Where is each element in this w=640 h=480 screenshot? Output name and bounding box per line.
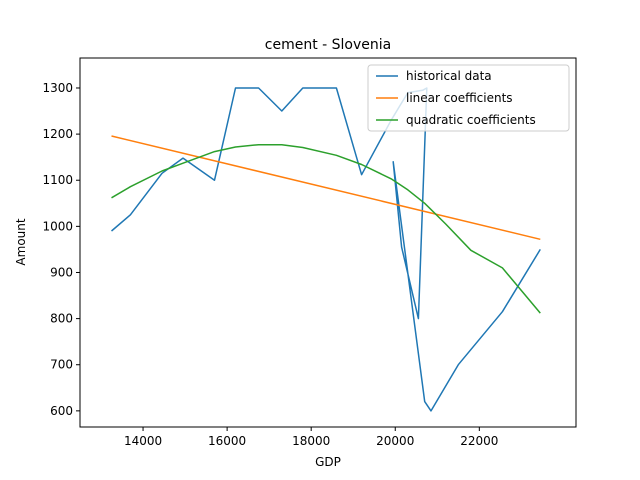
legend: historical data linear coefficients quadra…: [367, 64, 570, 132]
series-line-2: [111, 143, 541, 314]
x-axis: 14000 16000 18000 20000 22000: [124, 427, 498, 448]
y-tick-label: 700: [50, 358, 73, 372]
x-tick-label: 20000: [376, 434, 414, 448]
y-axis: 600 700 800 900 1000 1100 1200 1300: [42, 81, 80, 418]
x-tick-label: 16000: [208, 434, 246, 448]
chart-title: cement - Slovenia: [265, 37, 391, 53]
series-line-1: [111, 135, 541, 241]
y-axis-label: Amount: [14, 218, 28, 265]
y-tick-label: 1200: [42, 127, 73, 141]
y-tick-label: 1300: [42, 81, 73, 95]
x-axis-label: GDP: [315, 455, 341, 469]
x-tick-label: 22000: [460, 434, 498, 448]
legend-label-0: historical data: [406, 69, 492, 83]
legend-label-2: quadratic coefficients: [406, 113, 536, 127]
y-tick-label: 1000: [42, 219, 73, 233]
y-tick-label: 800: [50, 312, 73, 326]
y-tick-label: 1100: [42, 173, 73, 187]
y-tick-label: 600: [50, 404, 73, 418]
y-tick-label: 900: [50, 265, 73, 279]
legend-label-1: linear coefficients: [406, 91, 513, 105]
plot-frame: [79, 57, 577, 428]
legend-box: [367, 64, 570, 132]
x-tick-label: 14000: [124, 434, 162, 448]
x-tick-label: 18000: [292, 434, 330, 448]
